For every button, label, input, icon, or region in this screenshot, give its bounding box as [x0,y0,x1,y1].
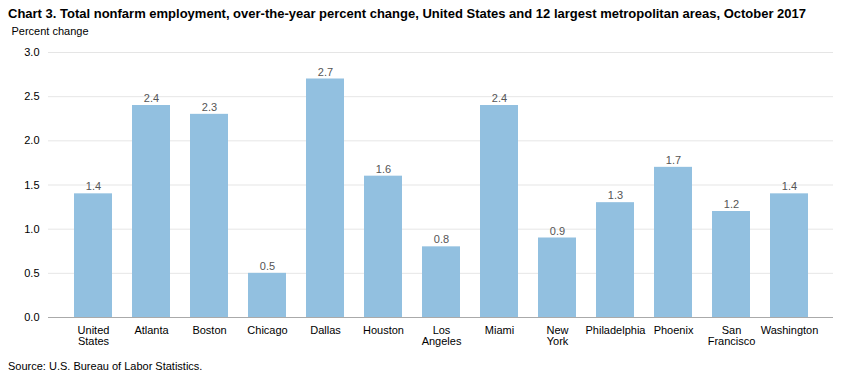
svg-text:3.0: 3.0 [24,46,39,58]
svg-text:Dallas: Dallas [310,324,341,336]
svg-text:Percent change: Percent change [12,25,89,37]
html-text:Source: U.S. Bureau of Labor S: Source: U.S. Bureau of Labor Statistics. [8,360,203,372]
svg-text:1.4: 1.4 [782,180,797,192]
svg-text:Phoenix: Phoenix [654,324,694,336]
svg-text:Chicago: Chicago [247,324,287,336]
svg-text:2.0: 2.0 [24,134,39,146]
html-text:Chart 3. Total nonfarm employm: Chart 3. Total nonfarm employment, over-… [8,6,806,21]
svg-text:NewYork: NewYork [546,324,568,347]
svg-text:1.3: 1.3 [608,189,623,201]
svg-text:1.4: 1.4 [86,180,101,192]
svg-text:0.8: 0.8 [434,233,449,245]
svg-text:1.0: 1.0 [24,223,39,235]
svg-text:2.5: 2.5 [24,90,39,102]
svg-text:LosAngeles: LosAngeles [422,324,462,347]
svg-text:Boston: Boston [192,324,226,336]
svg-text:SanFrancisco: SanFrancisco [708,324,756,347]
svg-text:1.2: 1.2 [724,198,739,210]
svg-text:Miami: Miami [485,324,514,336]
svg-text:2.7: 2.7 [318,66,333,78]
svg-text:Atlanta: Atlanta [134,324,169,336]
svg-text:UnitedStates: UnitedStates [78,324,110,347]
svg-text:1.5: 1.5 [24,179,39,191]
svg-text:2.4: 2.4 [144,92,159,104]
svg-text:0.5: 0.5 [24,267,39,279]
svg-text:Philadelphia: Philadelphia [586,324,647,336]
svg-text:Washington: Washington [761,324,819,336]
svg-text:1.7: 1.7 [666,154,681,166]
svg-text:2.3: 2.3 [202,101,217,113]
svg-text:0.9: 0.9 [550,225,565,237]
svg-text:Houston: Houston [363,324,404,336]
svg-text:0.0: 0.0 [24,311,39,323]
svg-text:1.6: 1.6 [376,163,391,175]
svg-text:2.4: 2.4 [492,92,507,104]
svg-text:0.5: 0.5 [260,260,275,272]
